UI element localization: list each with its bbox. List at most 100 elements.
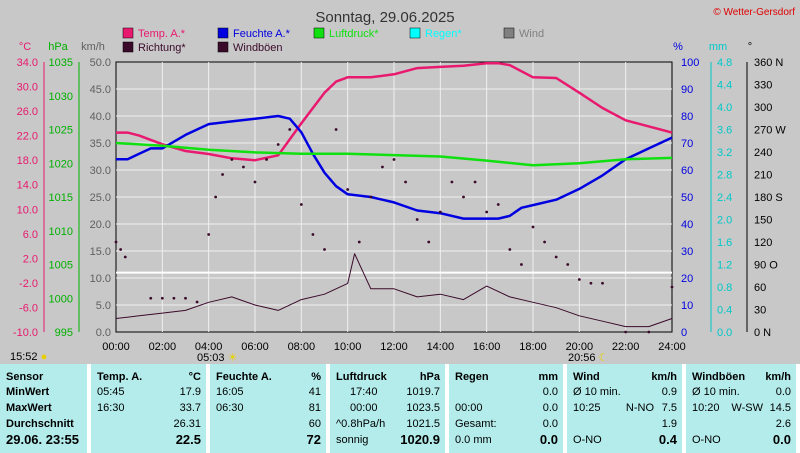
deg-axis-label: °	[748, 41, 752, 53]
mm-tick-label: 0.0	[717, 327, 732, 339]
temp-tick-label: -2.0	[19, 278, 38, 290]
weather-chart: 00:00 02:00 04:00 06:00 08:00 10:00 12:00 14:00…	[12, 7, 796, 353]
legend-swatch	[217, 27, 229, 39]
direction-point	[242, 165, 245, 169]
deg-tick-label: 240	[754, 147, 772, 159]
x-tick-label: 16:00	[473, 341, 501, 353]
temp-axis-label: °C	[19, 41, 31, 53]
hpa-tick-label: 1035	[49, 57, 73, 69]
kmh-tick-label: 20.0	[90, 219, 111, 231]
gust-column: Windböen km/h Ø 10 min. 0.0 10:20 W-SW 14.5 …	[686, 364, 796, 453]
deg-tick-label: 60	[754, 282, 766, 294]
direction-point	[508, 248, 512, 251]
x-tick-label: 12:00	[380, 341, 408, 353]
pct-tick-label: 20	[681, 273, 693, 285]
hpa-tick-label: 1025	[49, 125, 73, 137]
mm-tick-label: 1.2	[717, 260, 732, 272]
deg-tick-label: 0 N	[754, 327, 771, 339]
direction-point	[114, 240, 118, 244]
direction-point	[195, 300, 199, 304]
deg-tick-label: 150	[754, 215, 772, 227]
mm-tick-label: 1.6	[717, 237, 732, 249]
hpa-axis-label: hPa	[48, 41, 68, 53]
legend-label: Temp. A.*	[138, 28, 186, 40]
legend-label: Richtung*	[138, 42, 186, 54]
pct-tick-label: 100	[681, 57, 699, 69]
mm-tick-label: 4.4	[717, 80, 732, 92]
mm-axis-label: mm	[709, 41, 727, 53]
direction-point	[214, 195, 218, 199]
x-tick-label: 24:00	[658, 341, 686, 353]
x-tick-label: 04:00	[195, 341, 223, 353]
sunset-marker: 20:56 ☾	[568, 352, 609, 364]
sunrise-marker: 05:03 ☀	[197, 352, 238, 364]
kmh-axis-label: km/h	[81, 41, 105, 53]
direction-point	[230, 158, 234, 161]
hpa-tick-label: 1020	[49, 158, 73, 170]
direction-point	[119, 248, 123, 251]
direction-point	[221, 173, 224, 176]
deg-tick-label: 360 N	[754, 57, 783, 69]
pct-tick-label: 30	[681, 246, 693, 258]
direction-point	[172, 296, 176, 300]
temp-column: Temp. A. °C 05:45 17.9 16:30 33.7 26.31 22.…	[91, 364, 206, 453]
series-line	[116, 114, 673, 220]
pct-tick-label: 40	[681, 219, 693, 231]
kmh-tick-label: 0.0	[96, 327, 111, 339]
deg-tick-label: 90 O	[754, 260, 778, 272]
temp-tick-label: 30.0	[17, 82, 38, 94]
temp-tick-label: 2.0	[23, 253, 38, 265]
mm-tick-label: 0.4	[717, 305, 732, 317]
legend-swatch	[122, 41, 134, 53]
direction-point	[299, 203, 303, 206]
direction-point	[566, 263, 570, 266]
direction-point	[265, 158, 268, 161]
deg-tick-label: 270 W	[754, 125, 786, 137]
chart-title: Sonntag, 29.06.2025	[315, 9, 454, 26]
legend-label: Windböen	[233, 42, 283, 54]
kmh-tick-label: 15.0	[90, 246, 111, 258]
legend-swatch	[313, 27, 325, 39]
credit-label: © Wetter-Gersdorf	[713, 7, 795, 18]
direction-point	[334, 128, 338, 131]
mm-tick-label: 3.6	[717, 125, 732, 137]
stats-table: Sensor MinWert MaxWert Durchschnitt 29.0…	[0, 364, 800, 453]
mm-tick-label: 4.0	[717, 102, 732, 114]
humidity-column: Feuchte A.% 16:05 41 06:30 81 60 72	[210, 364, 326, 453]
hpa-tick-label: 1000	[49, 293, 73, 305]
x-tick-label: 20:00	[566, 341, 594, 353]
pct-tick-label: 50	[681, 192, 693, 204]
temp-tick-label: 10.0	[17, 204, 38, 216]
hpa-tick-label: 995	[55, 327, 73, 339]
direction-point	[369, 195, 373, 199]
mm-tick-label: 2.0	[717, 215, 732, 227]
direction-point	[311, 233, 315, 236]
hpa-tick-label: 1010	[49, 226, 73, 238]
kmh-tick-label: 45.0	[90, 84, 111, 96]
deg-tick-label: 30	[754, 305, 766, 317]
pct-tick-label: 90	[681, 84, 693, 96]
temp-tick-label: -6.0	[19, 302, 38, 314]
mm-tick-label: 2.8	[717, 170, 732, 182]
mm-tick-label: 0.8	[717, 282, 732, 294]
deg-tick-label: 120	[754, 237, 772, 249]
x-tick-label: 08:00	[288, 341, 316, 353]
deg-tick-label: 210	[754, 170, 772, 182]
temp-tick-label: 18.0	[17, 155, 38, 167]
direction-point	[160, 296, 164, 300]
pressure-column: Luftdruck hPa 17:40 1019.7 00:00 1023.5 ^0.…	[330, 364, 445, 453]
direction-point	[601, 281, 604, 285]
direction-point	[577, 278, 581, 281]
series-line	[115, 253, 673, 328]
pct-tick-label: 80	[681, 111, 693, 123]
kmh-tick-label: 10.0	[90, 273, 111, 285]
kmh-tick-label: 40.0	[90, 111, 111, 123]
wind-column: Wind km/h Ø 10 min. 0.9 10:25 N-NO 7.5 1.9 O…	[567, 364, 682, 453]
direction-point	[531, 225, 535, 229]
direction-point	[670, 285, 674, 289]
x-tick-label: 14:00	[427, 341, 455, 353]
legend-swatch	[503, 27, 515, 39]
series-line	[116, 61, 673, 162]
legend-label: Luftdruck*	[329, 28, 379, 40]
series-line	[115, 141, 673, 167]
